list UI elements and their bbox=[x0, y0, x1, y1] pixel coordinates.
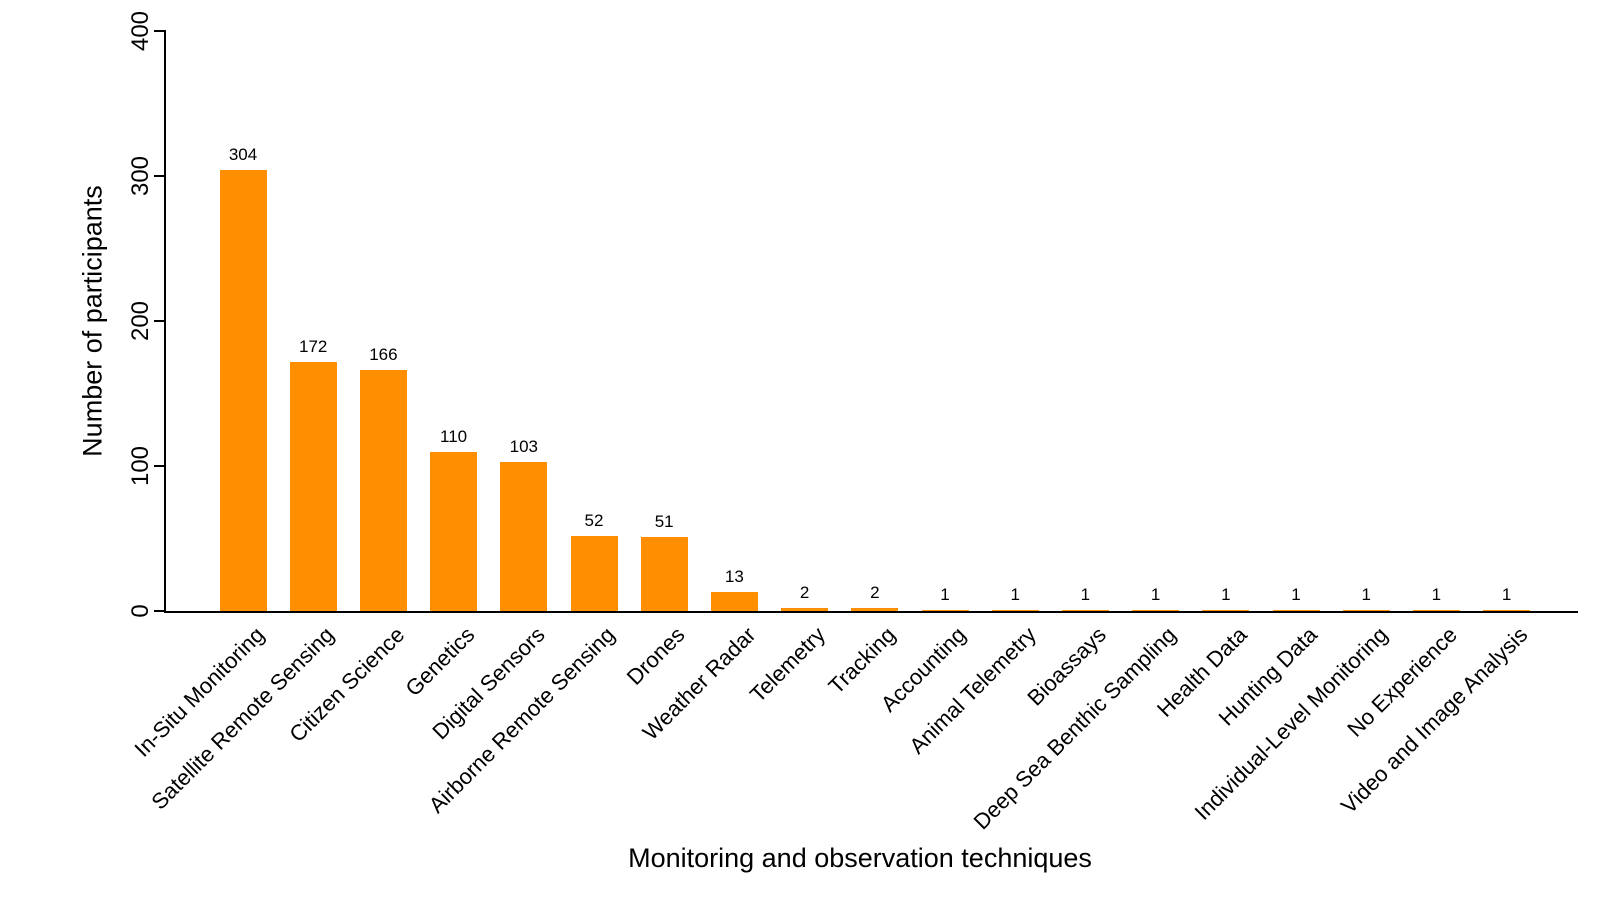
bar bbox=[1132, 609, 1180, 611]
y-tick-label: 0 bbox=[127, 604, 154, 618]
bar bbox=[640, 537, 688, 611]
bar bbox=[1272, 609, 1320, 611]
y-tick-mark bbox=[154, 175, 164, 177]
bar bbox=[1061, 609, 1109, 611]
x-category-label: Drones bbox=[622, 622, 690, 690]
bar-value-label: 166 bbox=[369, 345, 398, 365]
x-axis-line bbox=[164, 611, 1578, 613]
bar-value-label: 1 bbox=[1080, 584, 1091, 604]
y-axis-title: Number of participants bbox=[77, 185, 108, 457]
y-tick-label: 400 bbox=[127, 10, 154, 52]
bar-value-label: 1 bbox=[1431, 584, 1442, 604]
bar bbox=[500, 461, 548, 611]
bar bbox=[570, 535, 618, 611]
bar-value-label: 2 bbox=[870, 583, 880, 603]
x-axis-title: Monitoring and observation techniques bbox=[628, 843, 1092, 873]
bar-value-label: 110 bbox=[440, 426, 468, 446]
bar-value-label: 103 bbox=[509, 436, 538, 456]
bar bbox=[1342, 609, 1390, 611]
y-tick-label: 200 bbox=[127, 300, 154, 342]
bar bbox=[1202, 609, 1250, 611]
bar bbox=[289, 361, 337, 611]
bar bbox=[430, 451, 478, 611]
y-tick-mark bbox=[154, 320, 164, 322]
bar-value-label: 2 bbox=[799, 583, 810, 603]
x-category-label: Telemetry bbox=[745, 622, 831, 708]
bar-value-label: 1 bbox=[1291, 584, 1301, 604]
y-tick-mark bbox=[154, 610, 164, 612]
y-tick-label: 100 bbox=[127, 445, 154, 487]
bar-value-label: 304 bbox=[228, 145, 258, 165]
bar-value-label: 1 bbox=[1010, 584, 1020, 604]
bar-value-label: 1 bbox=[1150, 584, 1161, 604]
bar bbox=[710, 592, 758, 611]
y-axis-line bbox=[164, 30, 166, 613]
bar bbox=[1412, 609, 1460, 611]
bar-value-label: 1 bbox=[1221, 584, 1231, 604]
bar-value-label: 1 bbox=[940, 584, 950, 604]
bar bbox=[851, 608, 899, 611]
bar-value-label: 1 bbox=[1361, 584, 1371, 604]
y-tick-mark bbox=[154, 465, 164, 467]
bar-value-label: 13 bbox=[724, 567, 744, 587]
y-tick-mark bbox=[154, 30, 164, 32]
bar-value-label: 172 bbox=[299, 336, 328, 356]
bar bbox=[359, 370, 407, 611]
bar bbox=[1483, 609, 1531, 611]
bar bbox=[991, 609, 1039, 611]
bar bbox=[781, 608, 829, 611]
bar-value-label: 51 bbox=[654, 512, 674, 532]
x-category-label: In-Situ Monitoring bbox=[129, 622, 269, 762]
x-category-label: Animal Telemetry bbox=[904, 622, 1041, 759]
y-tick-label: 300 bbox=[127, 155, 154, 197]
bar bbox=[219, 170, 267, 611]
bar-value-label: 1 bbox=[1501, 584, 1512, 604]
bar bbox=[921, 609, 969, 611]
bar-value-label: 52 bbox=[584, 510, 604, 530]
